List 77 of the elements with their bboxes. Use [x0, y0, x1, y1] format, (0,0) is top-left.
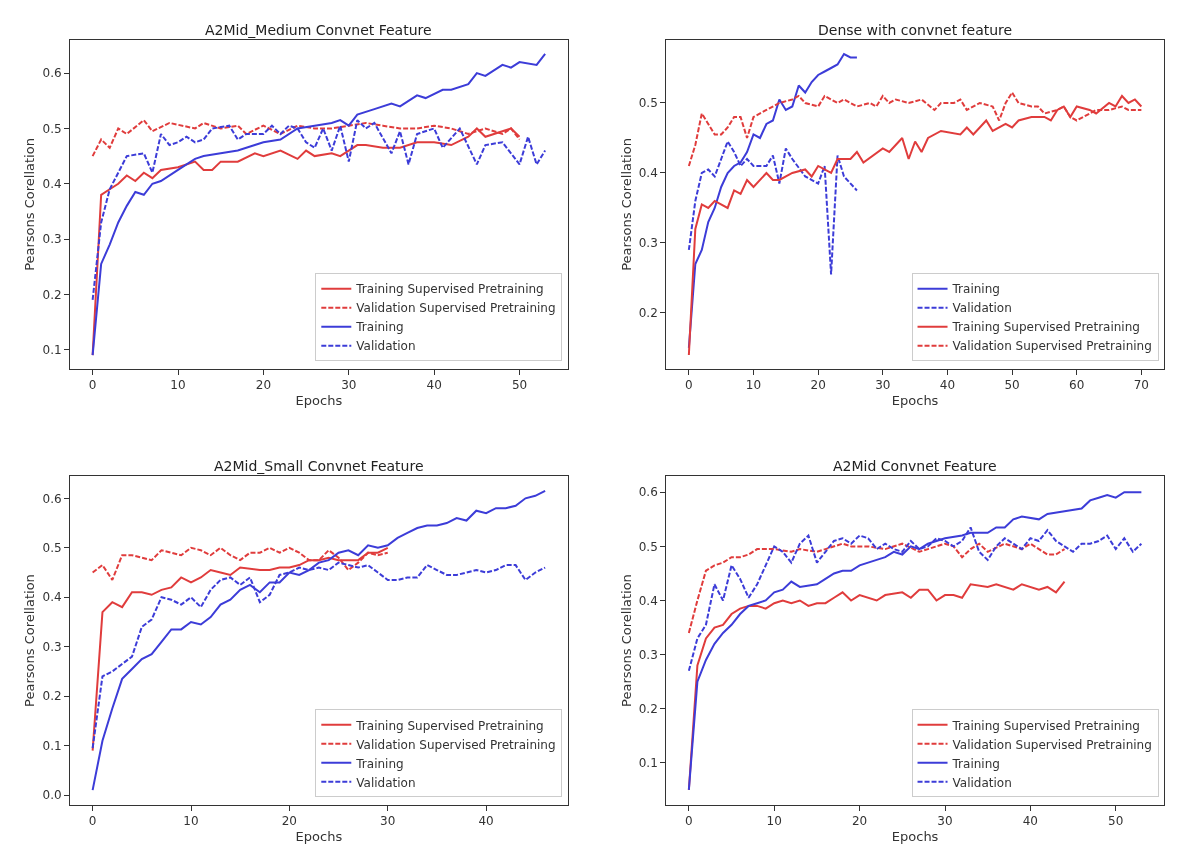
x-tick-label: 40 — [478, 814, 494, 829]
x-tick-label: 0 — [685, 378, 693, 393]
x-tick-label: 50 — [1108, 814, 1124, 829]
legend-label: Training Supervised Pretraining — [951, 718, 1140, 733]
y-tick-label: 0.5 — [42, 121, 62, 136]
x-tick-label: 50 — [1004, 378, 1020, 393]
x-tick-label: 60 — [1069, 378, 1085, 393]
legend-label: Validation — [952, 775, 1012, 790]
x-tick-label: 50 — [511, 378, 528, 393]
y-tick-label: 0.2 — [638, 306, 658, 321]
y-tick-label: 0.1 — [42, 342, 62, 357]
legend-label: Training — [951, 282, 1000, 297]
x-tick-label: 10 — [766, 814, 782, 829]
y-tick-label: 0.0 — [42, 788, 62, 803]
x-tick-label: 10 — [170, 378, 186, 393]
x-tick-label: 20 — [255, 378, 272, 393]
y-tick-label: 0.4 — [638, 593, 658, 608]
x-axis-title: Epochs — [891, 829, 939, 844]
x-axis-title: Epochs — [295, 829, 343, 844]
legend-label: Validation — [356, 339, 416, 354]
y-tick-label: 0.3 — [638, 647, 658, 662]
x-axis-title: Epochs — [295, 392, 343, 408]
chart-title: A2Mid_Medium Convnet Feature — [205, 22, 432, 38]
y-tick-label: 0.5 — [638, 539, 658, 554]
y-tick-label: 0.1 — [42, 738, 62, 753]
x-tick-label: 0 — [685, 814, 693, 829]
line-series — [687, 542, 1066, 634]
y-tick-label: 0.3 — [638, 236, 658, 251]
y-tick-label: 0.6 — [638, 485, 658, 500]
y-tick-label: 0.2 — [42, 689, 62, 704]
legend-label: Training Supervised Pretraining — [951, 320, 1140, 335]
legend-label: Training Supervised Pretraining — [355, 718, 544, 733]
chart-title: A2Mid_Small Convnet Feature — [214, 458, 424, 474]
x-tick-label: 10 — [183, 814, 199, 829]
y-tick-label: 0.4 — [638, 166, 658, 181]
chart-title: A2Mid Convnet Feature — [833, 458, 997, 474]
x-tick-label: 20 — [851, 814, 868, 829]
legend-label: Validation Supervised Pretraining — [952, 737, 1152, 752]
legend-label: Training — [355, 320, 404, 335]
y-axis-title: Pearsons Corellation — [618, 138, 634, 271]
legend-label: Training — [355, 756, 404, 771]
x-tick-label: 30 — [937, 814, 953, 829]
chart-title: Dense with convnet feature — [818, 22, 1013, 38]
y-tick-label: 0.2 — [42, 287, 62, 302]
legend-label: Training — [951, 756, 1000, 771]
y-axis-title: Pearsons Corellation — [618, 574, 634, 707]
y-tick-label: 0.3 — [42, 232, 62, 247]
y-tick-label: 0.6 — [42, 66, 62, 81]
x-tick-label: 30 — [341, 378, 357, 393]
x-tick-label: 40 — [1022, 814, 1039, 829]
y-tick-label: 0.1 — [638, 756, 658, 770]
y-tick-label: 0.2 — [638, 701, 658, 716]
y-tick-label: 0.4 — [42, 590, 62, 605]
y-tick-label: 0.4 — [42, 176, 62, 191]
y-axis-title: Pearsons Corellation — [22, 574, 38, 707]
y-tick-label: 0.5 — [42, 540, 62, 555]
x-axis-title: Epochs — [891, 392, 939, 408]
legend-label: Validation Supervised Pretraining — [356, 301, 556, 316]
x-tick-label: 20 — [281, 814, 298, 829]
x-tick-label: 10 — [745, 378, 762, 393]
legend-label: Validation Supervised Pretraining — [356, 737, 556, 752]
legend-label: Validation — [356, 775, 416, 790]
x-tick-label: 20 — [810, 378, 826, 393]
legend-label: Training Supervised Pretraining — [355, 282, 544, 297]
x-tick-label: 40 — [426, 378, 442, 393]
y-tick-label: 0.6 — [42, 491, 62, 506]
x-tick-label: 40 — [939, 378, 956, 393]
x-tick-label: 30 — [875, 378, 891, 393]
x-tick-label: 70 — [1133, 378, 1150, 393]
y-axis-title: Pearsons Corellation — [22, 138, 38, 271]
x-tick-label: 30 — [380, 814, 396, 829]
y-tick-label: 0.3 — [42, 639, 62, 654]
y-tick-label: 0.5 — [638, 96, 658, 111]
x-tick-label: 0 — [88, 378, 97, 393]
legend-label: Validation Supervised Pretraining — [952, 339, 1152, 354]
legend-label: Validation — [952, 301, 1012, 316]
x-tick-label: 0 — [88, 814, 97, 829]
